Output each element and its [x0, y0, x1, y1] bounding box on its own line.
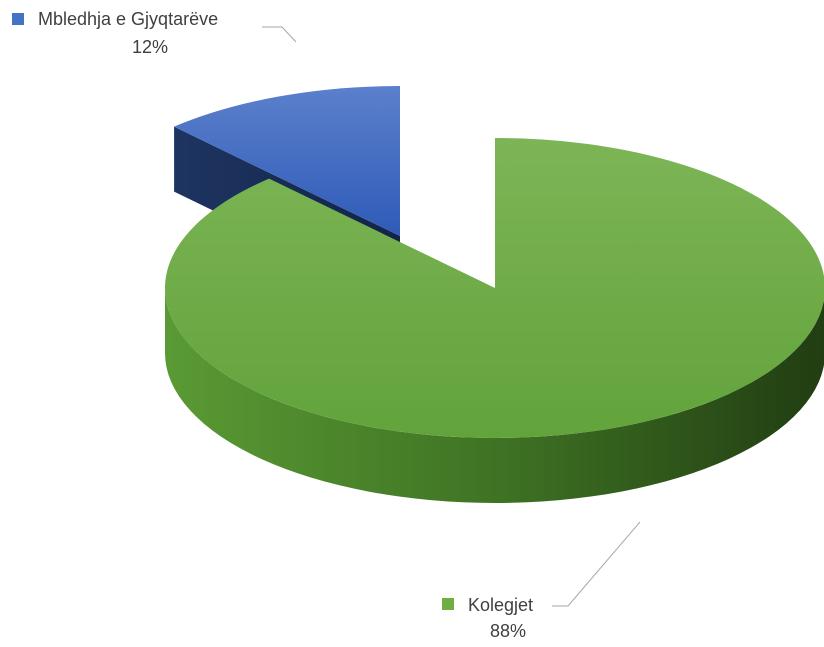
slice-side	[165, 288, 824, 503]
category-label: Kolegjet	[468, 595, 533, 615]
value-label: 88%	[490, 621, 526, 641]
data-labels: Mbledhja e Gjyqtarëve 12% Kolegjet 88%	[12, 9, 641, 641]
category-label: Mbledhja e Gjyqtarëve	[38, 9, 218, 29]
pie-tops	[165, 86, 824, 438]
pie-slice	[174, 86, 400, 236]
value-label: 12%	[132, 37, 168, 57]
leader-line	[262, 26, 297, 43]
legend-swatch	[12, 13, 24, 25]
pie-slice	[165, 138, 824, 438]
legend-swatch	[442, 598, 454, 610]
leader-line	[552, 521, 641, 607]
